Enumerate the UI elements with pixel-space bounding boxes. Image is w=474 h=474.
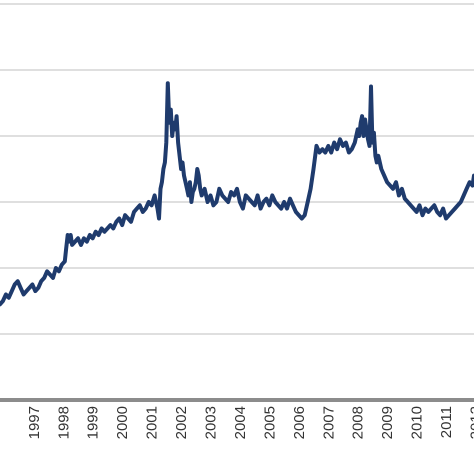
x-tick-label-2010: 2010	[409, 406, 426, 439]
x-tick-label-1998: 1998	[55, 406, 72, 439]
x-tick-label-1999: 1999	[85, 406, 102, 439]
gridlines	[0, 3, 474, 335]
x-tick-labels: 1997 1998 1999 2000 2001 2002 2003 2004 2005 2006…	[26, 406, 474, 439]
x-tick-label-2006: 2006	[291, 406, 308, 439]
x-tick-label-2012: 2012	[468, 406, 474, 439]
x-tick-label-2007: 2007	[320, 406, 337, 439]
x-tick-label-2011: 2011	[438, 406, 455, 438]
x-tick-label-2005: 2005	[261, 406, 278, 439]
series-layer	[0, 81, 474, 307]
x-tick-label-2003: 2003	[203, 406, 220, 439]
x-tick-label-2001: 2001	[144, 406, 161, 439]
x-tick-label-2002: 2002	[173, 406, 190, 439]
x-tick-label-2008: 2008	[350, 406, 367, 439]
x-tick-label-2004: 2004	[232, 406, 249, 439]
x-tick-label-1997: 1997	[26, 406, 43, 439]
series-line-0	[0, 81, 474, 307]
x-tick-label-2000: 2000	[114, 406, 131, 439]
x-tick-label-2009: 2009	[379, 406, 396, 439]
